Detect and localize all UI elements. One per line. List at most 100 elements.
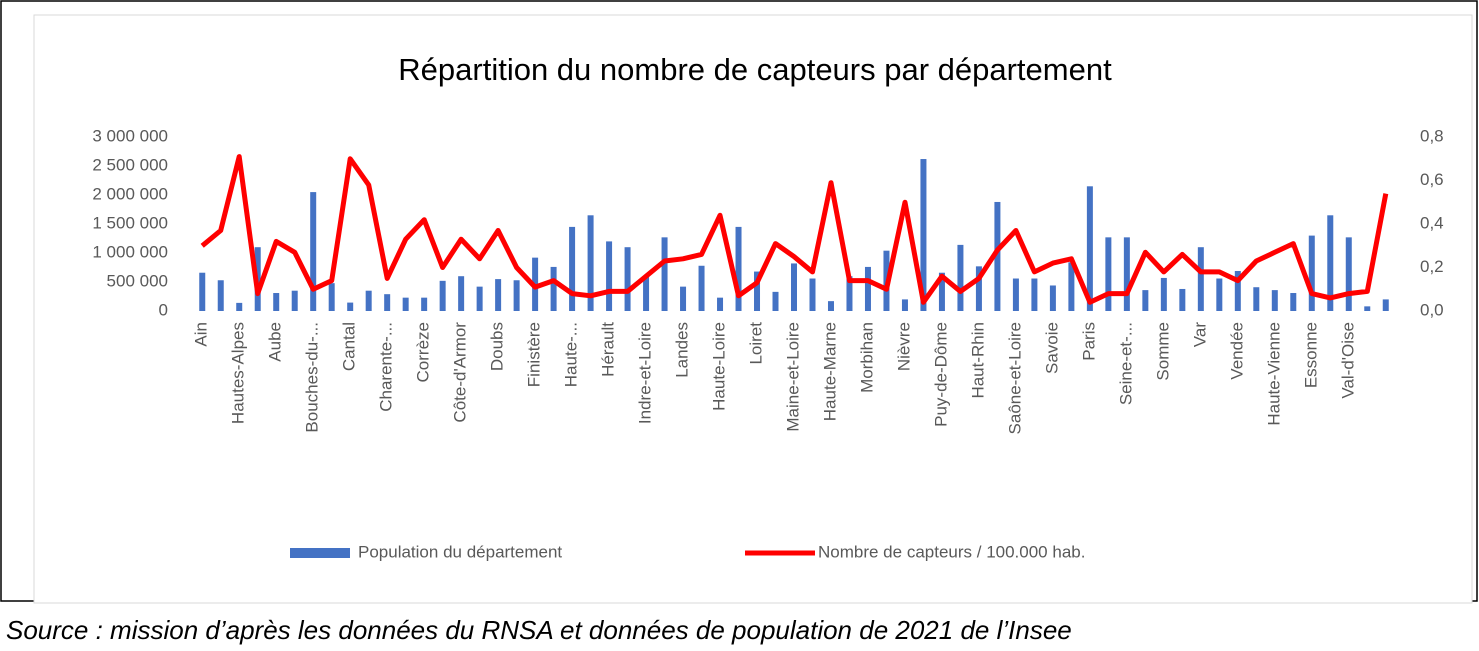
bar	[772, 291, 779, 311]
x-tick-label: Ain	[192, 322, 211, 347]
bar	[975, 266, 982, 311]
bar	[513, 280, 520, 311]
bar	[1160, 277, 1167, 311]
bar	[809, 278, 816, 311]
y2-tick-label: 0,6	[1420, 170, 1444, 189]
legend-label: Nombre de capteurs / 100.000 hab.	[818, 542, 1085, 561]
bar	[735, 226, 742, 311]
bar	[624, 247, 631, 311]
bar	[1179, 288, 1186, 311]
bar	[550, 266, 557, 311]
bar	[1068, 262, 1075, 311]
y2-tick-label: 0,4	[1420, 213, 1444, 232]
bar	[1031, 278, 1038, 311]
bar	[1105, 237, 1112, 311]
y-tick-label: 2 500 000	[92, 155, 168, 174]
bar	[1197, 247, 1204, 311]
x-tick-label: Puy-de-Dôme	[931, 322, 950, 427]
x-tick-label: Saône-et-Loire	[1005, 322, 1024, 434]
y-tick-label: 1 500 000	[92, 213, 168, 232]
bar	[402, 297, 409, 311]
bar	[1142, 290, 1149, 311]
bar	[217, 280, 224, 311]
y2-tick-label: 0,8	[1420, 126, 1444, 145]
bar	[569, 226, 576, 311]
x-tick-label: Savoie	[1042, 322, 1061, 374]
bar	[791, 263, 797, 311]
x-tick-label: Charente-...	[377, 322, 396, 412]
x-tick-label: Somme	[1153, 322, 1172, 381]
bar	[1216, 278, 1223, 311]
bar	[754, 271, 761, 311]
x-tick-label: Val-d'Oise	[1338, 322, 1357, 399]
bar	[1327, 215, 1334, 311]
x-tick-label: Hautes-Alpes	[229, 322, 248, 424]
bar	[476, 286, 483, 311]
x-tick-label: Cantal	[340, 322, 359, 371]
source-note: Source : mission d’après les données du …	[6, 615, 1072, 645]
x-tick-label: Vendée	[1227, 322, 1246, 380]
bar	[938, 272, 945, 311]
x-tick-label: Essonne	[1301, 322, 1320, 388]
bar	[347, 302, 354, 311]
bar	[273, 293, 280, 311]
x-tick-label: Haute-Marne	[820, 322, 839, 421]
bar	[421, 297, 428, 311]
bar	[901, 299, 908, 311]
x-tick-label: Morbihan	[857, 322, 876, 393]
x-tick-label: Haute-Loire	[710, 322, 729, 411]
bar	[1345, 237, 1352, 311]
chart-title: Répartition du nombre de capteurs par dé…	[398, 52, 1112, 87]
bar	[1049, 285, 1056, 311]
x-tick-label: Finistère	[525, 322, 544, 387]
bar	[994, 201, 1001, 311]
bar	[1271, 290, 1278, 311]
y2-tick-label: 0,0	[1420, 300, 1444, 319]
bar	[236, 302, 243, 311]
bar	[1086, 186, 1093, 311]
x-tick-label: Haute-Vienne	[1264, 322, 1283, 426]
bar	[1290, 293, 1297, 311]
y-tick-label: 2 000 000	[92, 184, 168, 203]
x-tick-label: Haut-Rhin	[968, 322, 987, 399]
x-tick-label: Aube	[266, 322, 285, 362]
bar	[717, 297, 724, 311]
bar	[458, 276, 465, 311]
bar	[1234, 270, 1241, 311]
bar	[495, 279, 502, 311]
bar	[698, 265, 705, 311]
bar	[1253, 287, 1260, 311]
y-tick-label: 500 000	[107, 271, 168, 290]
x-tick-label: Côte-d'Armor	[451, 322, 470, 423]
x-tick-label: Indre-et-Loire	[636, 322, 655, 424]
line	[200, 154, 1389, 305]
bar	[439, 280, 446, 311]
x-tick-label: Bouches-du-...	[303, 322, 322, 433]
bar	[291, 290, 298, 311]
legend-label: Population du département	[358, 542, 562, 561]
bar	[957, 244, 964, 311]
bar	[365, 290, 372, 311]
bar	[606, 241, 613, 311]
bar	[384, 294, 391, 311]
legend-swatch	[290, 548, 350, 558]
bar	[1123, 237, 1130, 311]
bar	[864, 266, 871, 311]
x-tick-label: Paris	[1079, 322, 1098, 361]
bar	[328, 283, 335, 311]
bar	[199, 272, 206, 311]
x-tick-label: Var	[1190, 322, 1209, 348]
y2-tick-label: 0,2	[1420, 257, 1444, 276]
y-tick-label: 3 000 000	[92, 126, 168, 145]
x-tick-label: Haute-...	[562, 322, 581, 387]
x-tick-label: Doubs	[488, 322, 507, 371]
bar	[920, 159, 927, 311]
y-tick-label: 1 000 000	[92, 242, 168, 261]
x-tick-label: Corrèze	[414, 322, 433, 382]
bar	[1012, 278, 1019, 311]
x-tick-label: Nièvre	[894, 322, 913, 371]
bar	[587, 215, 594, 311]
bar	[661, 237, 668, 311]
